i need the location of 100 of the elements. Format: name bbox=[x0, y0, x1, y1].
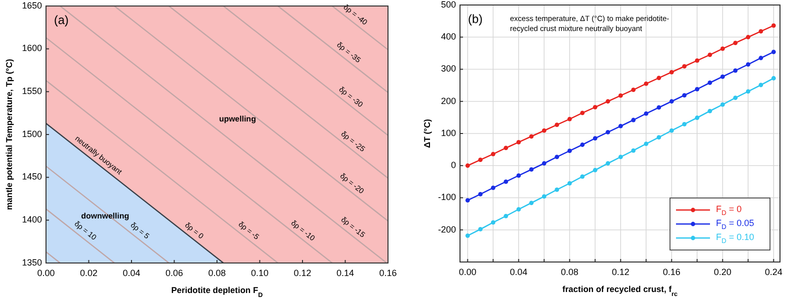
x-tick-label: 0.12 bbox=[612, 267, 630, 277]
point bbox=[529, 167, 534, 172]
x-tick-label: 0.04 bbox=[122, 268, 140, 278]
legend-label: F$_{D}$ = 0 bbox=[716, 204, 742, 218]
x-tick-label: 0.20 bbox=[714, 267, 732, 277]
point bbox=[542, 161, 546, 166]
point bbox=[516, 173, 521, 178]
y-tick-label: 300 bbox=[440, 64, 456, 74]
y-tick-label: 500 bbox=[440, 0, 456, 10]
point bbox=[771, 76, 776, 80]
point bbox=[771, 23, 776, 28]
point bbox=[758, 56, 764, 60]
point bbox=[504, 214, 508, 218]
point bbox=[669, 128, 674, 133]
legend-label: F$_{D}$ = 0.05 bbox=[716, 218, 754, 232]
point bbox=[708, 52, 712, 57]
point bbox=[682, 93, 687, 98]
point bbox=[631, 118, 636, 122]
text: (a) bbox=[54, 13, 69, 27]
point bbox=[478, 227, 483, 232]
y-tick-label: 1650 bbox=[22, 0, 42, 10]
point bbox=[465, 163, 470, 168]
point bbox=[516, 207, 521, 212]
y-tick-label: 200 bbox=[440, 96, 456, 106]
x-tick-label: 0.16 bbox=[662, 267, 680, 277]
point bbox=[694, 116, 700, 120]
point bbox=[606, 161, 610, 166]
point bbox=[682, 64, 687, 69]
point bbox=[618, 154, 623, 160]
point bbox=[758, 29, 764, 34]
y-tick-label: 1400 bbox=[22, 214, 42, 225]
point bbox=[592, 136, 598, 141]
point bbox=[567, 148, 572, 154]
x-tick-label: 0.06 bbox=[165, 268, 184, 278]
point bbox=[580, 174, 585, 179]
point bbox=[542, 128, 546, 133]
point bbox=[618, 124, 623, 128]
x-tick-label: 0.08 bbox=[208, 268, 226, 278]
point bbox=[580, 110, 585, 116]
point bbox=[746, 89, 750, 94]
point bbox=[656, 135, 662, 140]
point bbox=[592, 104, 598, 110]
text: (b) bbox=[468, 12, 483, 26]
y-axis-title: mantle potential Temperature, Tp (°C) bbox=[4, 58, 14, 210]
point bbox=[669, 70, 674, 74]
point bbox=[694, 86, 700, 92]
point bbox=[631, 148, 636, 153]
band-label: upwelling bbox=[219, 114, 256, 124]
x-tick-label: 0.08 bbox=[560, 267, 578, 277]
y-axis-title: ΔT (°C) bbox=[422, 118, 432, 148]
point bbox=[567, 181, 572, 186]
point bbox=[504, 146, 508, 150]
legend-label: F$_{D}$ = 0.10 bbox=[716, 232, 754, 246]
point bbox=[529, 200, 534, 206]
point bbox=[465, 198, 470, 203]
y-tick-label: -100 bbox=[438, 192, 456, 202]
point bbox=[529, 134, 534, 139]
point bbox=[644, 142, 648, 146]
point bbox=[478, 158, 483, 162]
point bbox=[580, 142, 585, 147]
point bbox=[490, 152, 496, 156]
x-tick-label: 0.24 bbox=[764, 267, 782, 277]
point bbox=[618, 93, 623, 98]
point bbox=[720, 102, 725, 107]
point bbox=[708, 108, 712, 114]
point bbox=[490, 220, 496, 225]
point bbox=[746, 62, 750, 67]
y-tick-label: 1600 bbox=[22, 43, 42, 54]
point bbox=[708, 80, 712, 85]
x-tick-label: 0.16 bbox=[379, 268, 397, 278]
point bbox=[682, 122, 687, 126]
y-tick-label: 1450 bbox=[22, 172, 42, 182]
x-axis-title: Peridotite depletion F$_{D}$ bbox=[171, 285, 264, 298]
point bbox=[567, 116, 572, 122]
point bbox=[554, 188, 560, 192]
series-label: downwelling bbox=[81, 212, 130, 221]
x-tick-label: 0.12 bbox=[294, 268, 312, 278]
point bbox=[542, 194, 546, 199]
point bbox=[631, 88, 636, 92]
x-tick-label: 0.10 bbox=[250, 268, 269, 278]
point bbox=[478, 192, 483, 196]
point bbox=[592, 168, 598, 172]
point bbox=[746, 34, 750, 40]
point bbox=[720, 46, 725, 51]
point bbox=[644, 82, 648, 86]
y-tick-label: 1500 bbox=[22, 128, 42, 139]
y-tick-label: -200 bbox=[438, 224, 456, 234]
point bbox=[694, 58, 700, 63]
point bbox=[504, 179, 508, 184]
x-tick-label: 0.00 bbox=[37, 268, 55, 278]
point bbox=[733, 40, 738, 46]
point bbox=[733, 68, 738, 73]
x-tick-label: 0.04 bbox=[510, 267, 528, 277]
point bbox=[656, 105, 662, 110]
point bbox=[554, 122, 560, 128]
point bbox=[644, 111, 648, 116]
y-tick-label: 0 bbox=[450, 160, 456, 170]
point bbox=[656, 76, 662, 80]
x-axis-title: fraction of recycled crust, f$_{rc}$ bbox=[562, 284, 678, 298]
point bbox=[771, 50, 776, 54]
